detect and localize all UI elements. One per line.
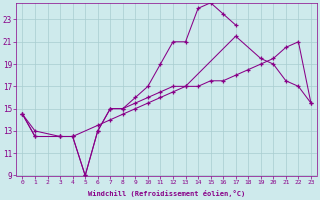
X-axis label: Windchill (Refroidissement éolien,°C): Windchill (Refroidissement éolien,°C) bbox=[88, 190, 245, 197]
